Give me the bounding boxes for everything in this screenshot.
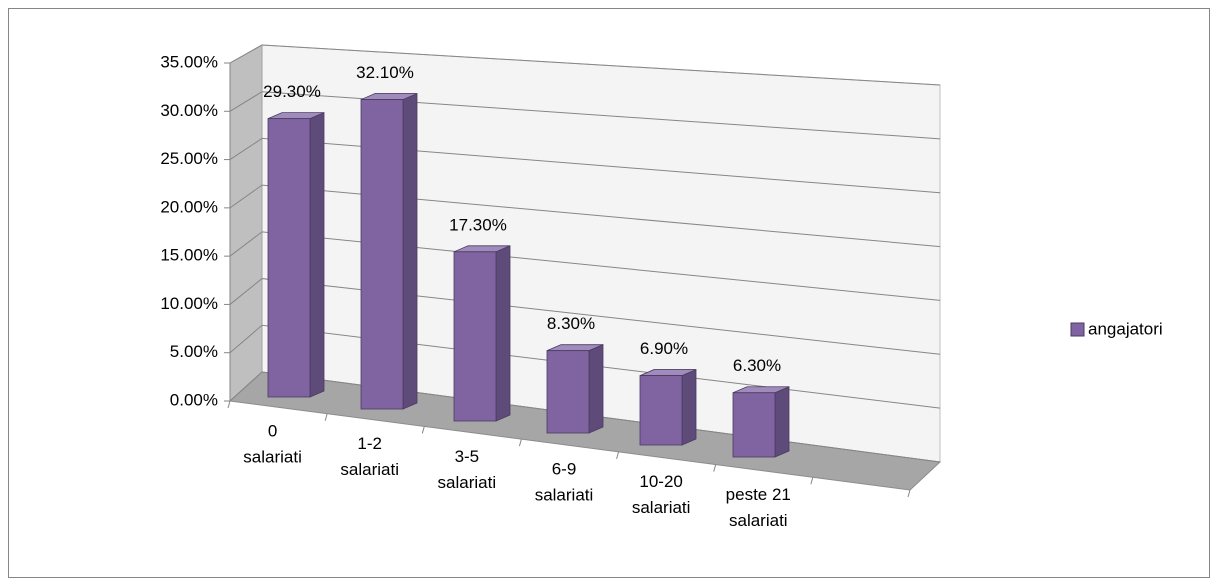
label-line: 6-9 [552,460,577,479]
y-tick-label: 25.00% [160,149,218,168]
x-tick-label: 3-5 salariati [438,447,497,492]
grid-line [229,278,941,355]
grid-line [229,137,941,194]
bar [267,112,325,398]
label-line: salariati [632,499,691,518]
legend-label: angajatori [1088,319,1163,338]
y-tick-label: 5.00% [170,342,218,361]
grid-line [229,231,941,301]
bar-side [588,344,604,434]
label-line: salariati [340,461,399,480]
y-tick-label: 20.00% [160,197,218,216]
grid-line [229,324,941,409]
y-tick-label: 10.00% [160,294,218,313]
bar-side [495,245,511,422]
bar-front [453,251,497,422]
bar-front [732,392,776,458]
data-label: 17.30% [449,215,507,234]
legend-swatch [1070,322,1085,337]
data-label: 8.30% [547,314,595,333]
label-line: salariati [438,473,497,492]
data-label: 32.10% [356,63,414,82]
x-tick [713,464,717,472]
y-tick-label: 15.00% [160,246,218,265]
x-tick [616,451,620,459]
bar [453,245,511,422]
bar-front [360,99,404,410]
x-tick [810,477,814,485]
label-line: 10-20 [639,473,682,492]
bar-side [681,368,697,446]
y-tick-label: 0.00% [170,390,218,409]
grid-line [229,44,941,86]
x-tick-label: 6-9 salariati [535,460,594,505]
bar [639,368,697,446]
data-label: 29.30% [263,82,321,101]
label-line: salariati [535,486,594,505]
label-line: peste 21 [726,485,791,504]
x-tick [227,400,231,409]
grid-line [229,184,941,248]
label-line: 1-2 [357,435,382,454]
label-line: 0 [268,422,277,441]
y-tick-label: 30.00% [160,101,218,120]
bar-side [402,92,418,410]
x-tick [518,439,522,447]
bar-side [774,386,790,458]
data-label: 6.90% [640,339,688,358]
side-wall [229,44,263,403]
grid-line [229,91,941,140]
x-tick [324,413,328,421]
x-tick [421,426,425,434]
label-line: salariati [729,511,788,530]
bar-front [546,350,590,434]
x-tick-label: 0 salariati [243,422,302,467]
bar [732,386,790,458]
x-tick-label: 10-20 salariati [632,473,691,518]
label-line: salariati [243,448,302,467]
data-label: 6.30% [733,356,781,375]
bar-front [267,118,311,398]
x-tick-label: peste 21 salariati [726,485,791,530]
x-tick-label: 1-2 salariati [340,435,399,480]
bar-side [309,112,325,398]
x-tick [907,489,911,498]
grid-line [229,371,941,463]
label-line: 3-5 [455,447,480,466]
y-tick-label: 35.00% [160,52,218,71]
bar [360,92,418,410]
bar [546,344,604,434]
bar-front [639,375,683,446]
